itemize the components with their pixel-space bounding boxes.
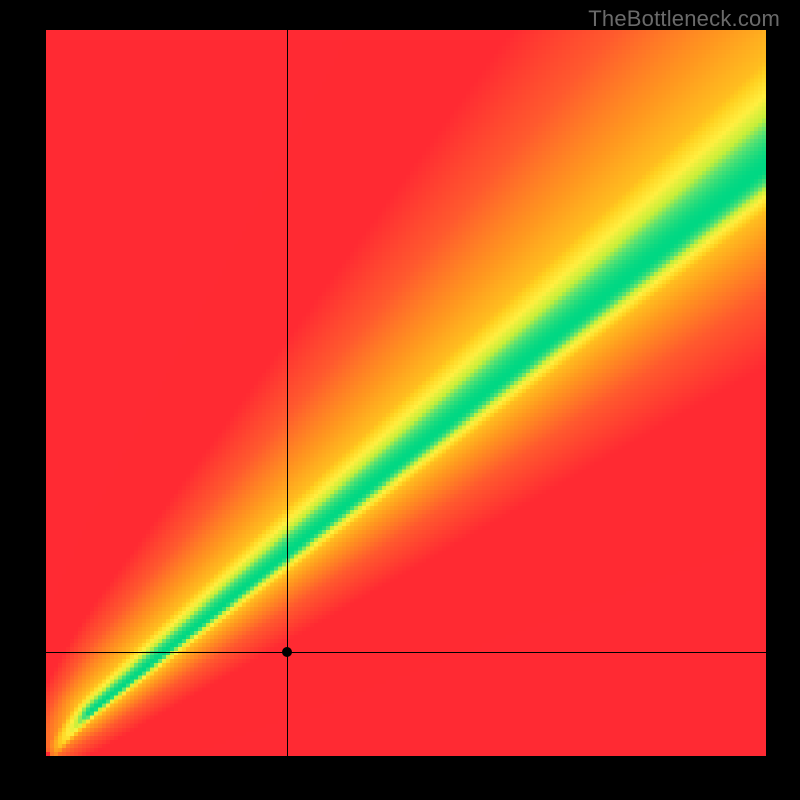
- plot-area: [46, 30, 766, 756]
- selection-marker-dot: [282, 647, 292, 657]
- crosshair-horizontal-line: [46, 652, 766, 653]
- bottleneck-heatmap: [46, 30, 766, 756]
- watermark-text: TheBottleneck.com: [588, 6, 780, 32]
